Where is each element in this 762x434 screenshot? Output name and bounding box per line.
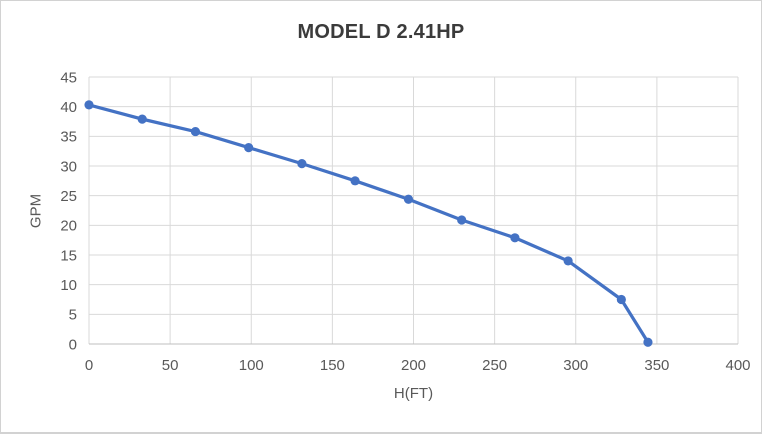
y-tick-label: 0 xyxy=(69,336,77,353)
y-tick-label: 30 xyxy=(60,158,77,175)
chart-title: MODEL D 2.41HP xyxy=(297,21,465,43)
x-tick-label: 200 xyxy=(401,357,426,374)
x-tick-label: 350 xyxy=(644,357,669,374)
data-point xyxy=(563,256,573,266)
y-tick-label: 35 xyxy=(60,129,77,146)
x-tick-label: 50 xyxy=(162,357,179,374)
data-point xyxy=(297,159,307,169)
data-point xyxy=(350,176,360,186)
data-point xyxy=(510,233,520,243)
x-axis-title: H(FT) xyxy=(393,385,434,402)
x-tick-label: 0 xyxy=(85,357,93,374)
y-tick-label: 40 xyxy=(60,99,77,116)
x-tick-label: 400 xyxy=(725,357,750,374)
data-point xyxy=(137,114,147,124)
y-tick-label: 20 xyxy=(60,218,77,235)
y-tick-label: 25 xyxy=(60,188,77,205)
series-line xyxy=(87,103,650,344)
x-tick-label: 150 xyxy=(320,357,345,374)
data-point xyxy=(84,100,94,110)
y-tick-label: 45 xyxy=(60,69,77,86)
data-point xyxy=(244,143,254,153)
data-point xyxy=(403,194,414,204)
x-tick-label: 300 xyxy=(563,357,588,374)
y-tick-label: 5 xyxy=(69,307,77,324)
data-point xyxy=(190,126,201,137)
data-point xyxy=(643,337,653,347)
x-tick-label: 100 xyxy=(239,357,264,374)
data-point xyxy=(616,294,626,305)
y-tick-label: 15 xyxy=(60,247,77,264)
y-tick-label: 10 xyxy=(60,277,77,294)
data-point xyxy=(457,215,467,225)
x-tick-label: 250 xyxy=(482,357,507,374)
